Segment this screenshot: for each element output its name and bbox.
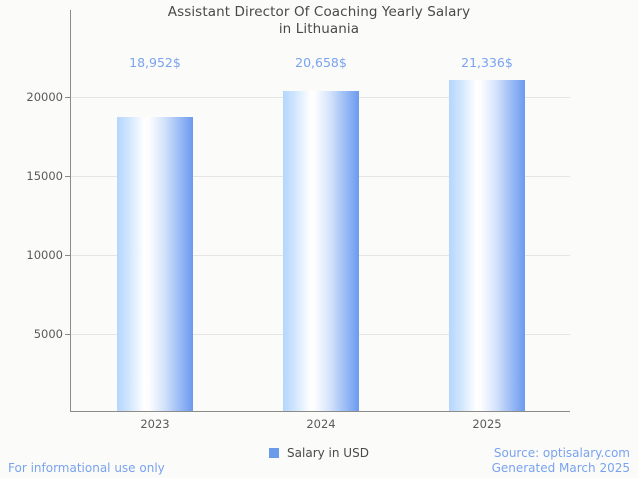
y-axis-line: [70, 10, 71, 412]
bar-value-label-2025: 21,336$: [461, 55, 513, 70]
bar-2025[interactable]: [449, 80, 525, 411]
footer-disclaimer: For informational use only: [8, 461, 165, 475]
chart-title: Assistant Director Of Coaching Yearly Sa…: [0, 4, 638, 38]
bar-2024[interactable]: [283, 91, 359, 411]
y-axis-label-20000: 20000: [26, 90, 63, 104]
chart-title-line-1: Assistant Director Of Coaching Yearly Sa…: [167, 4, 471, 20]
y-tick-mark-10000: [65, 255, 71, 256]
chart-title-line-2: in Lithuania: [278, 21, 360, 37]
legend-item-label: Salary in USD: [287, 446, 369, 460]
x-axis-line: [70, 411, 570, 412]
y-tick-mark-15000: [65, 176, 71, 177]
y-axis-label-15000: 15000: [26, 169, 63, 183]
footer-source-block: Source: optisalary.com Generated March 2…: [492, 446, 630, 476]
bar-value-label-2024: 20,658$: [295, 55, 347, 70]
bar-value-label-2023: 18,952$: [129, 55, 181, 70]
footer-source: Source: optisalary.com: [493, 446, 630, 460]
chart-legend: Salary in USD: [0, 446, 638, 460]
x-axis-label-2024: 2024: [306, 417, 336, 431]
x-axis-label-2023: 2023: [140, 417, 170, 431]
legend-item-salary-in-usd[interactable]: Salary in USD: [269, 446, 369, 460]
y-tick-mark-20000: [65, 97, 71, 98]
footer-generated-date: Generated March 2025: [491, 461, 630, 475]
y-axis-label-5000: 5000: [33, 327, 63, 341]
x-axis-label-2025: 2025: [472, 417, 502, 431]
bar-2023[interactable]: [117, 117, 193, 411]
y-axis-label-10000: 10000: [26, 248, 63, 262]
y-tick-mark-5000: [65, 334, 71, 335]
legend-swatch-icon: [269, 448, 280, 458]
